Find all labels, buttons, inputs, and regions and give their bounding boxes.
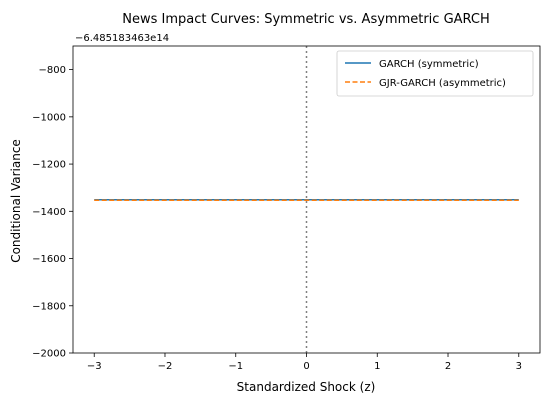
y-tick-label: −1400 bbox=[32, 207, 66, 218]
x-tick-label: 0 bbox=[303, 361, 309, 372]
legend-box bbox=[336, 50, 534, 97]
x-tick-label: −1 bbox=[228, 361, 243, 372]
legend-label-garch: GARCH (symmetric) bbox=[379, 59, 479, 70]
chart-title: News Impact Curves: Symmetric vs. Asymme… bbox=[122, 12, 490, 27]
x-tick-label: −2 bbox=[158, 361, 173, 372]
y-tick-label: −1000 bbox=[32, 112, 66, 123]
plot-area: −3 −2 −1 0 1 2 3 −2000 −1800 −1600 −1400 −1200 −1000… bbox=[32, 45, 541, 372]
x-tick-label: 3 bbox=[516, 361, 522, 372]
y-tick-label: −1600 bbox=[32, 254, 66, 265]
x-tick-label: 1 bbox=[374, 361, 380, 372]
y-axis-offset-label: −6.485183463e14 bbox=[75, 33, 169, 44]
y-axis-label: Conditional Variance bbox=[9, 139, 23, 263]
x-tick-label: 2 bbox=[445, 361, 451, 372]
x-tick-label: −3 bbox=[87, 361, 102, 372]
y-tick-label: −800 bbox=[39, 65, 66, 76]
y-tick-label: −1800 bbox=[32, 301, 66, 312]
y-tick-label: −1200 bbox=[32, 160, 66, 171]
y-tick-label: −2000 bbox=[32, 349, 66, 360]
legend-label-gjr-garch: GJR-GARCH (asymmetric) bbox=[379, 78, 506, 89]
x-axis-label: Standardized Shock (z) bbox=[237, 380, 376, 394]
